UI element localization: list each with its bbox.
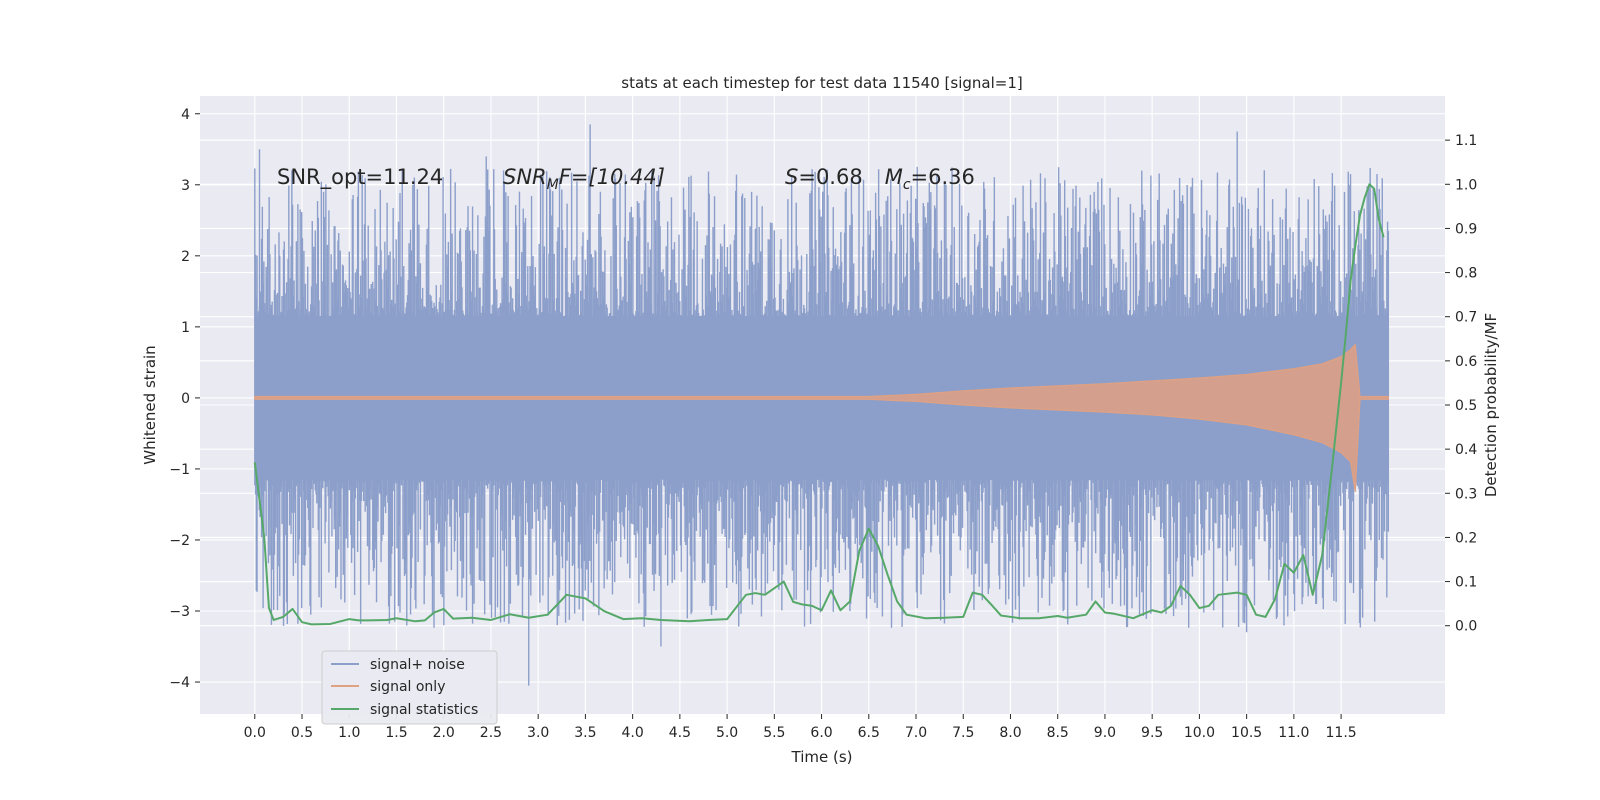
annotation-mc-rest: =6.36 <box>911 165 975 189</box>
y-right-tick-label-9: 0.9 <box>1455 221 1477 237</box>
y-right-axis-ticks: 0.0 0.1 0.2 0.3 0.4 0.5 0.6 0.7 0.8 0.9 1.0 1.1 <box>1445 133 1477 635</box>
annotation-snr-mf-rest: F=[10.44] <box>559 165 665 189</box>
y-right-tick-label-2: 0.2 <box>1455 530 1477 546</box>
x-tick-label-7: 3.5 <box>574 725 596 741</box>
x-tick-label-17: 8.5 <box>1047 725 1069 741</box>
y-tick-label-3: −1 <box>169 462 190 478</box>
x-tick-label-6: 3.0 <box>527 725 549 741</box>
x-axis-ticks: 0.0 0.5 1.0 1.5 2.0 2.5 3.0 3.5 4.0 4.5 5.0 5.5 6.0 6… <box>244 714 1357 741</box>
annotation-mc-sub: c <box>903 177 911 193</box>
x-tick-label-14: 7.0 <box>905 725 927 741</box>
x-tick-label-1: 0.5 <box>291 725 313 741</box>
y-right-tick-label-1: 0.1 <box>1455 575 1477 591</box>
y-right-tick-label-10: 1.0 <box>1455 177 1477 193</box>
annotation-s-rest: =0.68 <box>798 165 862 189</box>
annotation-snr-mf-main: SNR <box>503 165 547 189</box>
y-tick-label-5: 1 <box>181 320 190 336</box>
x-tick-label-16: 8.0 <box>999 725 1021 741</box>
x-tick-label-22: 11.0 <box>1278 725 1309 741</box>
annotation-s-mc: S=0.68 Mc=6.36 <box>785 165 975 193</box>
y-right-axis-label: Detection probability/MF <box>1482 313 1500 497</box>
annotation-snr-mf: SNRMF=[10.44] <box>503 165 665 193</box>
chart-title: stats at each timestep for test data 115… <box>621 74 1022 92</box>
series-signal-only <box>254 343 1389 492</box>
legend: signal+ noise signal only signal statist… <box>321 650 498 725</box>
x-tick-label-9: 4.5 <box>669 725 691 741</box>
series-signal-statistics <box>253 183 1385 626</box>
x-tick-label-12: 6.0 <box>810 725 832 741</box>
y-right-tick-label-11: 1.1 <box>1455 133 1477 149</box>
x-tick-label-0: 0.0 <box>244 725 266 741</box>
y-tick-label-4: 0 <box>181 391 190 407</box>
y-right-tick-label-4: 0.4 <box>1455 442 1477 458</box>
x-tick-label-5: 2.5 <box>480 725 502 741</box>
y-tick-label-6: 2 <box>181 249 190 265</box>
legend-label-signal-plus-noise: signal+ noise <box>370 657 465 673</box>
y-tick-label-7: 3 <box>181 178 190 194</box>
x-tick-label-19: 9.5 <box>1141 725 1163 741</box>
x-tick-label-4: 2.0 <box>433 725 455 741</box>
annotation-s-main: S <box>785 165 798 189</box>
y-right-tick-label-0: 0.0 <box>1455 619 1477 635</box>
y-tick-label-2: −2 <box>169 533 190 549</box>
x-tick-label-10: 5.0 <box>716 725 738 741</box>
y-right-tick-label-5: 0.5 <box>1455 398 1477 414</box>
x-tick-label-21: 10.5 <box>1231 725 1262 741</box>
signal-only-envelope <box>254 343 1389 492</box>
y-axis-label: Whitened strain <box>141 345 159 464</box>
legend-label-signal-only: signal only <box>370 679 445 695</box>
y-tick-label-8: 4 <box>181 107 190 123</box>
x-tick-label-2: 1.0 <box>338 725 360 741</box>
x-tick-label-3: 1.5 <box>385 725 407 741</box>
y-axis-ticks: −4 −3 −2 −1 0 1 2 3 4 <box>169 107 200 691</box>
legend-label-signal-statistics: signal statistics <box>370 702 478 718</box>
y-right-tick-label-8: 0.8 <box>1455 266 1477 282</box>
x-tick-label-8: 4.0 <box>621 725 643 741</box>
x-tick-label-13: 6.5 <box>858 725 880 741</box>
signal-statistics-line <box>253 183 1385 626</box>
x-axis-label: Time (s) <box>791 748 853 766</box>
annotation-snr-mf-sub: M <box>547 177 559 193</box>
y-right-tick-label-3: 0.3 <box>1455 486 1477 502</box>
annotation-snr-opt: SNR_opt=11.24 <box>277 165 443 190</box>
x-tick-label-15: 7.5 <box>952 725 974 741</box>
y-tick-label-1: −3 <box>169 604 190 620</box>
x-tick-label-18: 9.0 <box>1094 725 1116 741</box>
y-right-tick-label-6: 0.6 <box>1455 354 1477 370</box>
y-right-tick-label-7: 0.7 <box>1455 310 1477 326</box>
legend-box <box>321 650 498 725</box>
x-tick-label-20: 10.0 <box>1184 725 1215 741</box>
x-tick-label-11: 5.5 <box>763 725 785 741</box>
annotation-mc-main: M <box>885 165 903 189</box>
x-tick-label-23: 11.5 <box>1326 725 1357 741</box>
y-tick-label-0: −4 <box>169 675 190 691</box>
